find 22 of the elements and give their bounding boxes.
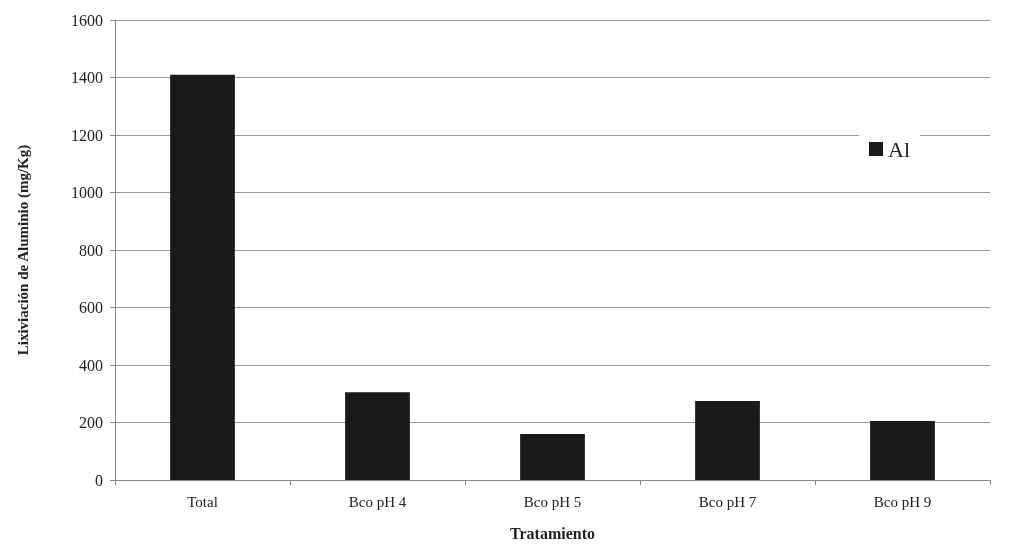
x-tick-label: Bco pH 5 bbox=[523, 493, 582, 510]
y-tick-label: 1200 bbox=[71, 126, 103, 144]
y-axis-title: Lixiviación de Aluminio (mg/Kg) bbox=[14, 144, 32, 356]
x-tick-label: Bco pH 7 bbox=[698, 493, 757, 510]
y-tick-label: 400 bbox=[79, 356, 103, 374]
legend-label: Al bbox=[888, 136, 910, 162]
y-tick-label: 0 bbox=[95, 471, 103, 489]
y-tick-label: 1000 bbox=[71, 184, 103, 201]
y-tick-label: 600 bbox=[79, 299, 103, 316]
bar bbox=[870, 421, 935, 480]
y-tick-label: 1400 bbox=[71, 69, 103, 86]
bar bbox=[695, 400, 760, 480]
bar bbox=[520, 434, 585, 480]
y-tick-label: 800 bbox=[79, 241, 103, 259]
y-tick-label: 200 bbox=[79, 414, 103, 431]
x-tick-label: Total bbox=[187, 493, 218, 510]
bar bbox=[345, 392, 410, 480]
x-tick-label: Bco pH 9 bbox=[873, 493, 932, 510]
x-tick-label: Bco pH 4 bbox=[348, 493, 407, 510]
y-tick-label: 1600 bbox=[71, 11, 103, 29]
x-axis-title: Tratamiento bbox=[509, 524, 596, 542]
bar bbox=[170, 74, 235, 480]
